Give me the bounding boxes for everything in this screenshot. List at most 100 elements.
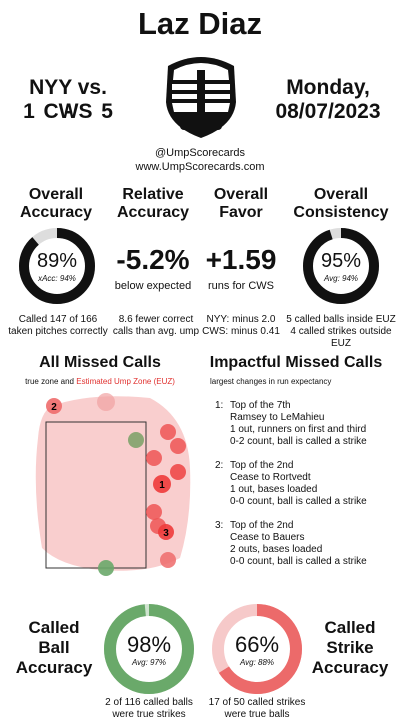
strike-head-line2: Strike [326, 638, 374, 657]
impact-num: 2: [215, 460, 224, 471]
site-info: @UmpScorecards www.UmpScorecards.com [0, 146, 400, 174]
pitch-label-3: 3 [163, 528, 169, 539]
matchup: NYY vs. CWS [8, 76, 128, 124]
strike-heading: Called Strike Accuracy [300, 618, 400, 678]
ball-head-line1: Called [28, 618, 80, 637]
strike-note: 17 of 50 called strikes were true balls [198, 697, 316, 721]
pitch-label-2: 2 [51, 402, 57, 413]
impact-line: Cease to Bauers [230, 532, 305, 543]
impact-lines: Top of the 2nd Cease to Bauers 2 outs, b… [230, 520, 398, 568]
legend-true-zone: true zone and [25, 377, 74, 386]
ball-head-line2: Ball [38, 638, 70, 657]
game-day: Monday, [286, 76, 370, 99]
missed-pitch [160, 424, 176, 440]
accuracy-value: 89% [36, 250, 78, 272]
home-score: 5 [101, 100, 113, 123]
favor-below: runs for CWS [207, 280, 274, 292]
missed-pitch [97, 393, 115, 411]
ball-sub: Avg: 97% [131, 658, 167, 667]
ball-note-line2: were true strikes [112, 709, 186, 720]
missed-pitch [98, 560, 114, 576]
strike-accuracy-ring [212, 604, 302, 694]
relative-head-line2: Accuracy [116, 204, 190, 221]
strike-sub: Avg: 88% [239, 658, 275, 667]
accuracy-note-line2: taken pitches correctly [8, 326, 108, 337]
consistency-head-line2: Consistency [293, 204, 389, 221]
impact-line: 0-2 count, ball is called a strike [230, 436, 367, 447]
accuracy-heading: Overall Accuracy [6, 186, 106, 222]
relative-below: below expected [114, 280, 192, 292]
site-handle: @UmpScorecards [154, 147, 246, 159]
impact-line: 0-0 count, ball is called a strike [230, 496, 367, 507]
score-dash: - [64, 100, 72, 123]
accuracy-head-line1: Overall [28, 186, 84, 203]
pitch-label-1: 1 [159, 480, 165, 491]
strike-head-line3: Accuracy [311, 658, 389, 677]
accuracy-note: Called 147 of 166 taken pitches correctl… [2, 314, 114, 338]
ball-accuracy-ring [104, 604, 194, 694]
consistency-note: 5 called balls inside EUZ 4 called strik… [282, 314, 400, 350]
impact-line: Ramsey to LeMahieu [230, 412, 325, 423]
impact-line: 0-0 count, ball is called a strike [230, 556, 367, 567]
favor-head-line2: Favor [219, 204, 263, 221]
score-line: 1 - 5 [8, 100, 128, 124]
accuracy-head-line2: Accuracy [19, 204, 93, 221]
consistency-value: 95% [320, 250, 362, 272]
favor-value: +1.59 [205, 244, 277, 275]
strike-head-line1: Called [324, 618, 376, 637]
ball-note: 2 of 116 called balls were true strikes [92, 697, 206, 721]
missed-calls-plot: 2 1 3 [35, 393, 191, 576]
missed-pitch [170, 464, 186, 480]
ball-value: 98% [126, 632, 172, 657]
relative-note-line1: 8.6 fewer correct [118, 314, 194, 325]
game-date: 08/07/2023 [275, 100, 381, 123]
missed-legend: true zone and Estimated Ump Zone (EUZ) [0, 377, 200, 386]
true-zone [45, 421, 147, 569]
umpire-name: Laz Diaz [137, 6, 263, 41]
away-score: 1 [23, 100, 35, 123]
favor-note: NYY: minus 2.0 CWS: minus 0.41 [198, 314, 284, 338]
impact-line: 1 out, runners on first and third [230, 424, 367, 435]
strike-value: 66% [234, 632, 280, 657]
consistency-note-line2: 4 called strikes outside EUZ [290, 326, 392, 349]
umpire-mask-icon [166, 57, 236, 138]
consistency-ring [303, 228, 379, 304]
favor-note-line1: NYY: minus 2.0 [206, 314, 276, 325]
missed-pitch [146, 450, 162, 466]
vs-text: vs. [77, 76, 107, 99]
impact-line: Top of the 2nd [230, 460, 294, 471]
home-team: CWS [43, 100, 93, 123]
impact-line: Top of the 7th [230, 400, 291, 411]
missed-pitch [146, 504, 162, 520]
missed-pitch [160, 552, 176, 568]
ball-note-line1: 2 of 116 called balls [105, 697, 193, 708]
missed-pitch [128, 432, 144, 448]
impact-lines: Top of the 2nd Cease to Rortvedt 1 out, … [230, 460, 398, 508]
impact-lines: Top of the 7th Ramsey to LeMahieu 1 out,… [230, 400, 398, 448]
missed-pitch [170, 438, 186, 454]
impact-line: Cease to Rortvedt [230, 472, 311, 483]
consistency-sub: Avg: 94% [323, 274, 359, 283]
impactful-subtitle: largest changes in run expectancy [210, 377, 332, 386]
strike-note-line2: were true balls [224, 709, 290, 720]
relative-note-line2: calls than avg. ump [112, 326, 200, 337]
favor-note-line2: CWS: minus 0.41 [202, 326, 280, 337]
impactful-title: Impactful Missed Calls [209, 354, 383, 371]
missed-pitch [158, 524, 174, 540]
missed-calls-title: All Missed Calls [39, 354, 161, 371]
impact-num: 3: [215, 520, 224, 531]
relative-value: -5.2% [116, 244, 190, 275]
relative-heading: Relative Accuracy [108, 186, 198, 222]
impact-line: Top of the 2nd [230, 520, 294, 531]
impact-line: 2 outs, bases loaded [230, 544, 323, 555]
ball-head-line3: Accuracy [15, 658, 93, 677]
consistency-head-line1: Overall [313, 186, 369, 203]
away-team: NYY [29, 76, 72, 99]
relative-note: 8.6 fewer correct calls than avg. ump [110, 314, 202, 338]
accuracy-sub: xAcc: 94% [38, 274, 76, 283]
strike-note-line1: 17 of 50 called strikes [208, 697, 306, 708]
ball-heading: Called Ball Accuracy [2, 618, 106, 678]
favor-head-line1: Overall [213, 186, 269, 203]
legend-euz: Estimated Ump Zone (EUZ) [76, 377, 175, 386]
missed-pitch [153, 475, 171, 493]
